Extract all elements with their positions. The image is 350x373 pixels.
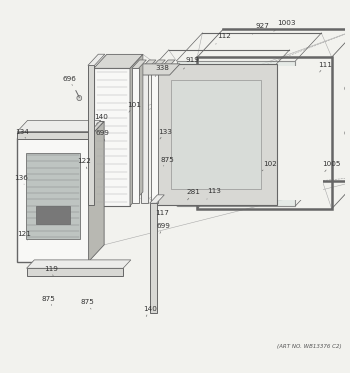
Text: 1005: 1005 xyxy=(322,161,340,172)
Polygon shape xyxy=(88,54,105,65)
Circle shape xyxy=(54,270,58,275)
Text: 281: 281 xyxy=(186,189,200,200)
Polygon shape xyxy=(88,65,94,205)
Polygon shape xyxy=(150,60,165,68)
Text: 140: 140 xyxy=(94,114,107,124)
Text: 875: 875 xyxy=(80,300,94,309)
Text: 875: 875 xyxy=(41,296,55,305)
Polygon shape xyxy=(141,68,148,203)
Circle shape xyxy=(112,270,117,275)
Polygon shape xyxy=(206,66,323,200)
Polygon shape xyxy=(176,61,295,206)
Polygon shape xyxy=(27,260,131,268)
Text: 699: 699 xyxy=(96,130,110,141)
Polygon shape xyxy=(156,64,276,205)
Text: 140: 140 xyxy=(143,306,156,317)
Text: 927: 927 xyxy=(252,23,269,34)
Text: 338: 338 xyxy=(155,65,169,76)
Text: 133: 133 xyxy=(158,129,172,139)
Polygon shape xyxy=(36,206,70,225)
Text: 919: 919 xyxy=(183,57,199,69)
Polygon shape xyxy=(17,132,90,139)
Polygon shape xyxy=(160,68,167,203)
Text: 111: 111 xyxy=(318,62,332,72)
Text: 112: 112 xyxy=(216,33,231,44)
Polygon shape xyxy=(141,60,156,68)
Circle shape xyxy=(77,95,82,101)
Text: 117: 117 xyxy=(155,210,169,219)
Polygon shape xyxy=(130,54,143,206)
Polygon shape xyxy=(26,153,80,239)
Circle shape xyxy=(35,270,39,275)
Polygon shape xyxy=(132,60,146,68)
Text: 136: 136 xyxy=(14,175,28,184)
Text: 113: 113 xyxy=(207,188,221,199)
Polygon shape xyxy=(150,195,164,203)
Polygon shape xyxy=(17,138,89,261)
Polygon shape xyxy=(150,68,158,203)
Polygon shape xyxy=(160,60,175,68)
Text: 1003: 1003 xyxy=(274,20,296,31)
Text: 875: 875 xyxy=(161,157,175,166)
Text: (ART NO. WB13376 C2): (ART NO. WB13376 C2) xyxy=(277,344,342,349)
Circle shape xyxy=(74,270,79,275)
Polygon shape xyxy=(94,68,130,206)
Polygon shape xyxy=(27,268,123,276)
Text: 119: 119 xyxy=(44,266,58,276)
Text: 122: 122 xyxy=(77,158,91,169)
Polygon shape xyxy=(132,68,139,203)
Polygon shape xyxy=(128,64,180,75)
Text: 134: 134 xyxy=(15,129,29,138)
Circle shape xyxy=(345,131,350,136)
Polygon shape xyxy=(94,54,143,68)
Text: 121: 121 xyxy=(17,231,31,240)
Text: 696: 696 xyxy=(62,76,76,85)
Polygon shape xyxy=(17,122,104,138)
Polygon shape xyxy=(89,122,104,261)
Text: 101: 101 xyxy=(127,102,141,112)
Polygon shape xyxy=(150,203,156,313)
Circle shape xyxy=(98,270,103,275)
Circle shape xyxy=(345,86,350,91)
Polygon shape xyxy=(17,120,101,132)
Polygon shape xyxy=(171,80,261,189)
Text: 102: 102 xyxy=(262,161,276,171)
Text: 699: 699 xyxy=(156,223,170,233)
